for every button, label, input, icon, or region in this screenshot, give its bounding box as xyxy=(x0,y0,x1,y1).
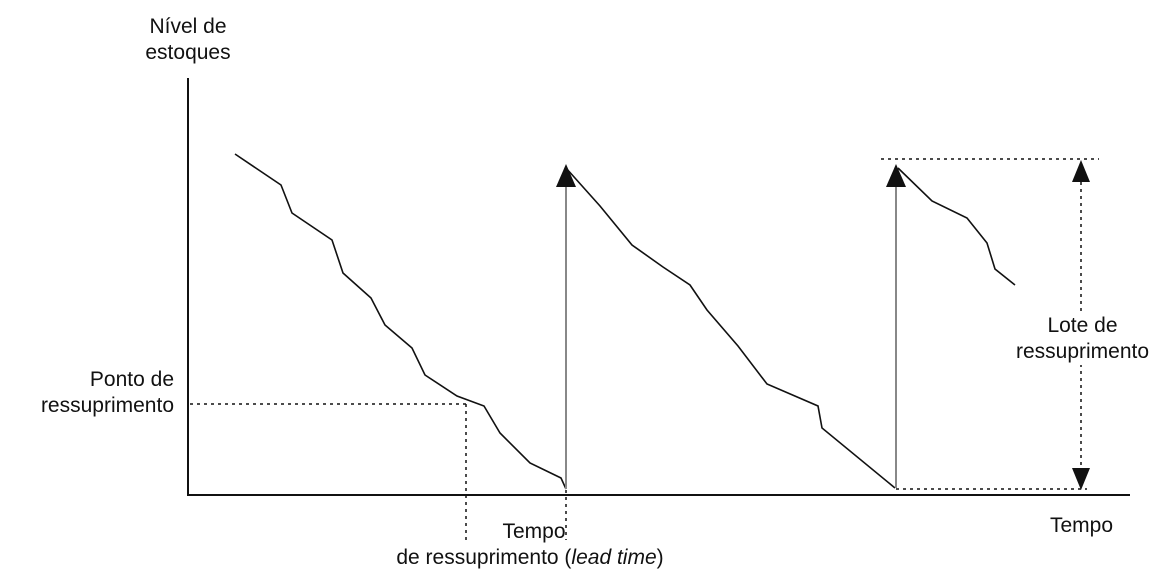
lot-size-label-line2: ressuprimento xyxy=(1015,340,1150,363)
reorder-point-label-line1: Ponto de xyxy=(89,368,174,391)
replenishment-arrowhead-2 xyxy=(886,164,906,187)
y-axis-label: Nível de estoques xyxy=(128,14,248,66)
y-axis-label-line2: estoques xyxy=(145,41,231,64)
lead-time-label-prefix: de ressuprimento ( xyxy=(396,546,572,569)
replenishment-arrowhead-1 xyxy=(556,164,576,187)
lead-time-label-italic: lead time xyxy=(571,546,657,569)
lot-size-label-line1: Lote de xyxy=(1047,314,1118,337)
inventory-curve-2 xyxy=(565,167,896,489)
lot-size-arrowhead-up xyxy=(1072,160,1090,182)
lead-time-label: Tempo de ressuprimento (lead time) xyxy=(330,519,730,571)
lead-time-label-line2: de ressuprimento (lead time) xyxy=(330,545,730,571)
inventory-curve-3 xyxy=(897,167,1016,286)
y-axis-label-line1: Nível de xyxy=(149,15,227,38)
x-axis-label-text: Tempo xyxy=(1050,514,1114,537)
x-axis-label: Tempo xyxy=(1050,513,1113,539)
inventory-curve-1 xyxy=(234,153,567,490)
reorder-point-label-line2: ressuprimento xyxy=(40,394,174,417)
reorder-point-label: Ponto de ressuprimento xyxy=(2,367,174,419)
lead-time-label-line1: Tempo xyxy=(502,520,566,543)
lead-time-label-suffix: ) xyxy=(656,546,664,569)
lot-size-arrowhead-down xyxy=(1072,468,1090,490)
lot-size-label: Lote de ressuprimento xyxy=(1000,313,1165,365)
